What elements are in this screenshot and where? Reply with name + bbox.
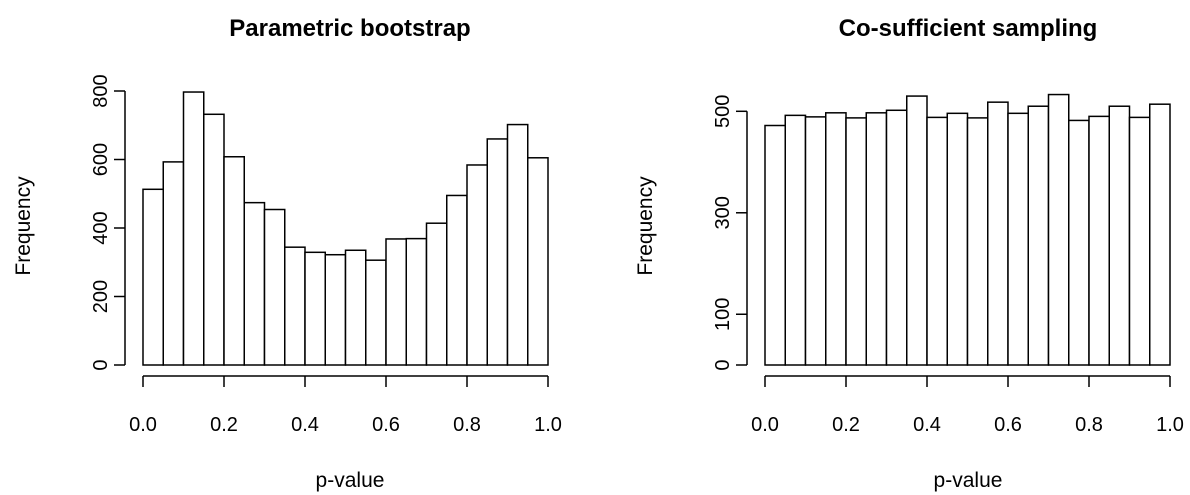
histogram-bar xyxy=(142,188,164,366)
histogram-bar xyxy=(284,246,306,366)
x-tick-label: 0.0 xyxy=(751,414,779,436)
histogram-bar xyxy=(466,164,488,366)
y-tick-label: 300 xyxy=(712,196,734,229)
x-tick-label: 0.6 xyxy=(372,414,400,436)
chart-title: Co-sufficient sampling xyxy=(839,15,1098,42)
histogram-bar xyxy=(1088,115,1110,366)
histogram-bar xyxy=(162,161,185,366)
x-axis-label: p-value xyxy=(934,469,1003,492)
histogram-bar xyxy=(825,112,847,366)
x-axis-label: p-value xyxy=(316,469,385,492)
panel-co-sufficient-sampling: Co-sufficient sampling 0.0 0.2 0.4 0.6 0.8 1.… xyxy=(634,15,1184,492)
histogram-bar xyxy=(1128,116,1151,366)
histogram-bar xyxy=(1047,93,1070,366)
x-tick-label: 1.0 xyxy=(534,414,562,436)
histogram-bar xyxy=(223,156,245,366)
x-tick-label: 0.8 xyxy=(1075,414,1103,436)
y-tick-label: 500 xyxy=(712,95,734,128)
histogram-bar xyxy=(987,101,1009,366)
histogram-bar xyxy=(865,112,888,366)
x-tick-label: 0.0 xyxy=(129,414,157,436)
chart-title: Parametric bootstrap xyxy=(229,15,470,42)
histogram-bar xyxy=(304,251,326,366)
histogram-bar xyxy=(966,117,989,366)
histogram-bar xyxy=(243,201,266,366)
histogram-bar xyxy=(845,117,867,366)
y-axis: 0 200 400 600 800 xyxy=(90,74,126,371)
y-tick-label: 0 xyxy=(90,359,112,370)
histogram-bar xyxy=(1027,105,1050,366)
y-tick-label: 800 xyxy=(90,74,112,107)
histogram-bar xyxy=(926,116,948,366)
histogram-bar xyxy=(527,157,549,366)
histogram-bar xyxy=(385,238,407,366)
x-tick-label: 0.2 xyxy=(832,414,860,436)
histogram-bar xyxy=(486,138,509,366)
y-axis: 0 100 300 500 xyxy=(712,95,748,371)
histogram-bar xyxy=(764,124,786,366)
histogram-bar xyxy=(1149,103,1171,366)
histogram-bar xyxy=(1108,105,1131,366)
histogram-bar xyxy=(324,253,347,366)
histogram-bar xyxy=(425,222,448,366)
x-tick-label: 0.8 xyxy=(453,414,481,436)
x-tick-label: 1.0 xyxy=(1156,414,1184,436)
x-tick-label: 0.6 xyxy=(994,414,1022,436)
x-tick-label: 0.2 xyxy=(210,414,238,436)
y-tick-label: 200 xyxy=(90,280,112,313)
histogram-bar xyxy=(506,123,529,366)
y-tick-label: 600 xyxy=(90,143,112,176)
histogram-bar xyxy=(344,249,367,366)
y-axis-label: Frequency xyxy=(634,176,657,276)
histogram-bar xyxy=(446,194,468,366)
y-tick-label: 0 xyxy=(712,359,734,370)
y-tick-label: 100 xyxy=(712,298,734,331)
histogram-bar xyxy=(1007,112,1029,366)
histogram-bar xyxy=(885,109,908,366)
x-axis: 0.0 0.2 0.4 0.6 0.8 1.0 xyxy=(129,375,562,436)
histogram-bar xyxy=(906,95,928,366)
bars xyxy=(142,91,549,366)
histogram-bar xyxy=(946,112,969,366)
histogram-bar xyxy=(263,208,286,366)
histogram-bar xyxy=(182,91,205,366)
y-tick-label: 400 xyxy=(90,211,112,244)
histogram-bar xyxy=(784,114,807,366)
y-axis-label: Frequency xyxy=(12,176,35,276)
histogram-bar xyxy=(203,113,225,366)
x-tick-label: 0.4 xyxy=(913,414,941,436)
histogram-bar xyxy=(1068,119,1090,366)
histogram-bar xyxy=(804,116,827,366)
bars xyxy=(764,93,1171,366)
histogram-bar xyxy=(405,237,428,366)
x-axis: 0.0 0.2 0.4 0.6 0.8 1.0 xyxy=(751,375,1184,436)
histogram-bar xyxy=(365,259,387,366)
panel-parametric-bootstrap: Parametric bootstrap 0.0 0.2 0.4 0.6 0.8 1.0 … xyxy=(12,15,562,492)
x-tick-label: 0.4 xyxy=(291,414,319,436)
